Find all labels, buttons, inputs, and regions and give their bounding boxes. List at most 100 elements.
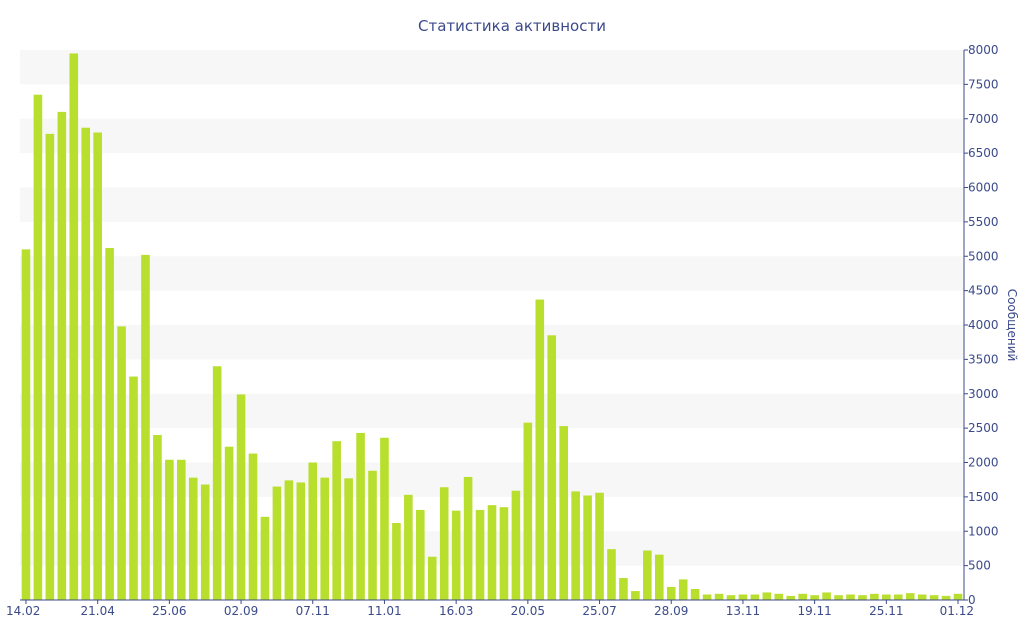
bar[interactable] [368,470,377,600]
bar[interactable] [260,516,270,600]
bar[interactable] [607,549,616,601]
y-tick-label: 3500 [968,352,999,366]
bar[interactable] [571,491,580,601]
bar[interactable] [21,249,31,601]
grid-band [20,187,964,222]
bar[interactable] [81,127,91,600]
bar[interactable] [212,366,222,600]
x-tick-label: 14.02 [6,604,40,618]
bar[interactable] [798,593,807,600]
bar[interactable] [953,593,963,600]
bar[interactable] [344,478,353,600]
bar[interactable] [834,595,843,600]
bar[interactable] [750,594,760,601]
bar[interactable] [105,248,114,600]
bar[interactable] [356,432,365,600]
bar[interactable] [654,554,664,601]
bar[interactable] [332,441,341,600]
y-tick-label: 1000 [968,524,999,538]
x-tick-label: 21.04 [80,604,114,618]
bar[interactable] [511,490,521,600]
bar[interactable] [666,586,676,600]
bar[interactable] [177,459,186,600]
bar[interactable] [416,509,425,600]
bar[interactable] [690,589,700,600]
bar[interactable] [200,484,210,601]
chart-title: Статистика активности [418,17,606,35]
bar[interactable] [153,435,162,600]
bar[interactable] [846,594,855,601]
y-axis-label: Сообщений [1005,289,1019,362]
grid-band [20,393,964,429]
bar[interactable] [93,132,102,601]
bar[interactable] [619,578,628,600]
bar[interactable] [941,595,951,601]
bar[interactable] [929,595,939,600]
bar[interactable] [69,53,79,600]
bar[interactable] [165,459,174,600]
bar[interactable] [882,594,891,601]
y-tick-label: 7500 [968,77,999,91]
bar[interactable] [45,133,55,601]
bar[interactable] [487,505,497,601]
bar[interactable] [117,326,126,601]
bar[interactable] [738,594,748,601]
y-tick-label: 2000 [968,456,999,470]
x-tick-label: 07.11 [296,604,330,618]
bar[interactable] [284,480,294,601]
bar[interactable] [439,487,449,600]
bar[interactable] [822,592,831,600]
bar[interactable] [380,437,389,600]
y-tick-label: 8000 [968,43,999,57]
bar[interactable] [272,486,282,600]
bar[interactable] [463,476,473,600]
bar[interactable] [57,111,67,601]
bar[interactable] [762,592,772,600]
bar[interactable] [858,595,867,600]
bar[interactable] [905,593,915,601]
y-tick-label: 4500 [968,284,999,298]
bar[interactable] [535,299,545,600]
bar[interactable] [188,477,198,601]
bar[interactable] [702,594,712,601]
bar[interactable] [224,446,234,600]
bar[interactable] [678,579,688,601]
bar[interactable] [404,494,413,600]
bar[interactable] [236,394,246,600]
bar[interactable] [427,556,437,600]
bar[interactable] [320,477,330,601]
bar[interactable] [129,376,138,600]
bar[interactable] [631,591,640,600]
bar[interactable] [595,492,604,600]
grid-band [20,50,964,85]
bar[interactable] [810,595,819,600]
bar[interactable] [499,507,509,600]
x-tick-label: 25.11 [869,604,903,618]
bar[interactable] [917,594,927,601]
bar[interactable] [726,595,736,600]
bar[interactable] [870,593,879,600]
bar[interactable] [296,482,306,600]
bar[interactable] [248,453,258,600]
bar[interactable] [308,462,318,601]
bar[interactable] [451,510,461,601]
bar[interactable] [643,550,652,601]
bar[interactable] [33,94,43,600]
bar[interactable] [893,594,903,601]
y-tick-label: 6000 [968,181,999,195]
x-tick-label: 13.11 [726,604,760,618]
bar[interactable] [475,509,485,600]
bar[interactable] [547,335,557,600]
x-tick-label: 16.03 [439,604,473,618]
y-tick-label: 5000 [968,249,999,263]
bar[interactable] [392,523,401,600]
bar[interactable] [583,495,592,601]
bar[interactable] [141,254,150,600]
bar[interactable] [523,422,533,601]
bar[interactable] [559,426,568,600]
bar[interactable] [774,593,784,600]
y-tick-label: 5500 [968,215,999,229]
y-ticks: 0 500 1000 1500 2000 2500 3000 3500 4000 4500 5000… [964,43,999,607]
bar[interactable] [786,595,796,601]
bar[interactable] [714,593,724,600]
